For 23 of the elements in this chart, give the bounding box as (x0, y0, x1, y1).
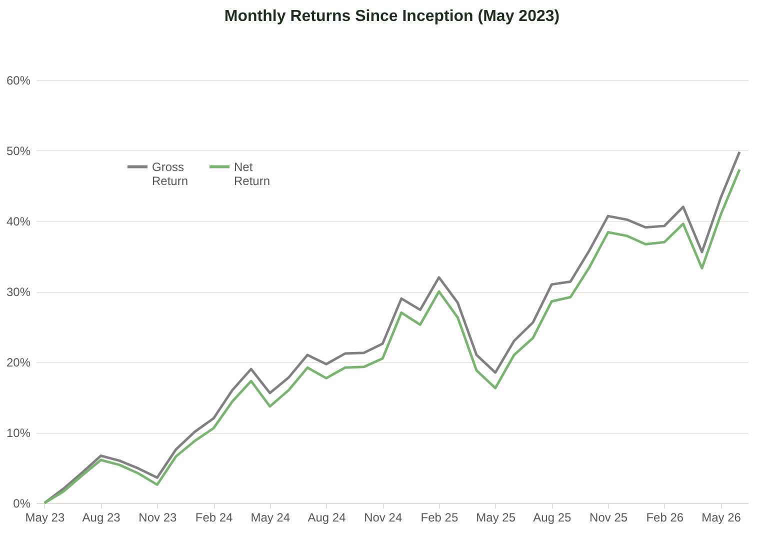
y-tick-label: 30% (6, 285, 31, 299)
x-tick-label: Nov 24 (364, 510, 402, 524)
y-tick-label: 60% (6, 74, 31, 88)
x-tick-label: Aug 25 (533, 510, 572, 524)
x-tick-label: Aug 23 (82, 510, 121, 524)
x-tick-label: May 24 (250, 510, 290, 524)
x-tick-label: May 25 (476, 510, 516, 524)
legend-label: Gross Return (152, 160, 188, 188)
x-tick-label: Aug 24 (308, 510, 346, 524)
y-tick-label: 50% (6, 144, 31, 158)
x-tick-label: May 26 (702, 510, 742, 524)
x-tick-label: Feb 25 (420, 510, 458, 524)
chart-title: Monthly Returns Since Inception (May 2023) (224, 8, 560, 25)
x-tick-label: Feb 24 (195, 510, 234, 524)
x-tick-label: Nov 25 (590, 510, 628, 524)
legend-label: Net Return (234, 160, 270, 188)
y-tick-label: 20% (6, 356, 31, 370)
x-tick-label: Nov 23 (138, 510, 178, 524)
x-tick-label: May 23 (25, 510, 65, 524)
x-tick-label: Feb 26 (646, 510, 684, 524)
y-tick-label: 0% (13, 496, 31, 510)
y-tick-label: 10% (6, 426, 31, 440)
y-tick-label: 40% (6, 214, 31, 228)
